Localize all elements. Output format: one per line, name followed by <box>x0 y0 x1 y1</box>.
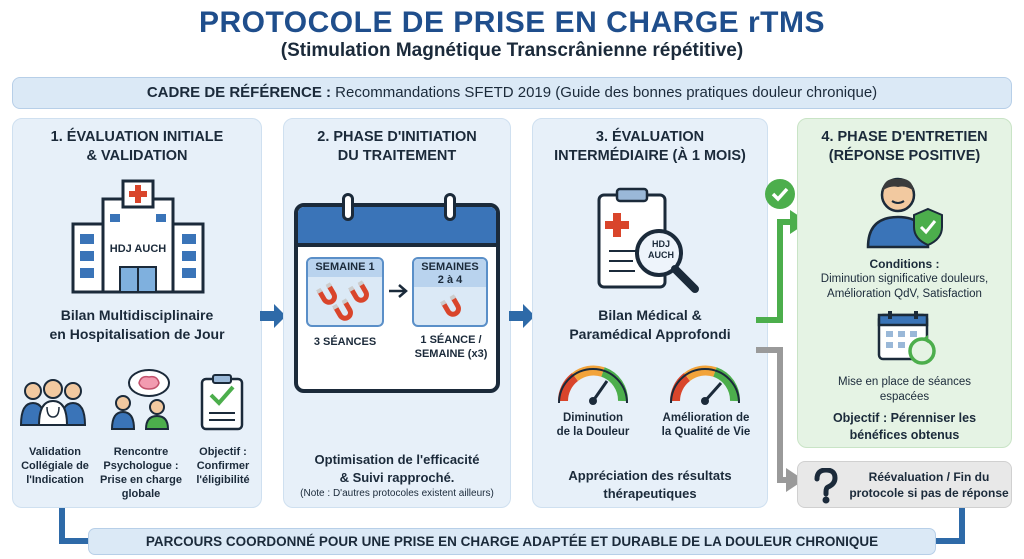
calendar-refresh-icon <box>877 311 936 365</box>
arrow-right-icon <box>260 304 286 328</box>
calendar-ring-left <box>342 193 354 221</box>
gauge2-label: Amélioration de la Qualité de Vie <box>651 411 761 439</box>
conditions-label: Conditions : <box>869 257 940 271</box>
reference-frame-banner: CADRE DE RÉFÉRENCE : Recommandations SFE… <box>12 77 1012 109</box>
panel1-item3: Objectif : Confirmer l'éligibilité <box>185 445 261 487</box>
no-response-box: Réévaluation / Fin du protocole si pas d… <box>797 461 1012 508</box>
psychologist-icon <box>110 369 170 430</box>
panel1-main-line2: en Hospitalisation de Jour <box>49 326 225 342</box>
gauge1-line1: Diminution <box>562 412 624 424</box>
panel1-item1-line3: l'Indication <box>26 474 84 486</box>
check-circle-icon <box>765 179 795 209</box>
conditions-line2: Amélioration QdV, Satisfaction <box>827 288 982 300</box>
question-icon <box>814 468 838 504</box>
calendar-header <box>298 207 496 247</box>
panel4-title-line2: (RÉPONSE POSITIVE) <box>828 148 981 164</box>
panel2-main-line2: & Suivi rapproché. <box>339 470 455 485</box>
panel1-item1-line2: Collégiale de <box>21 460 89 472</box>
page-title: PROTOCOLE DE PRISE EN CHARGE rTMS <box>198 6 826 39</box>
panel3-footer-line1: Appréciation des résultats <box>568 468 732 483</box>
sessions-line2: espacées <box>879 391 930 403</box>
gauge1-label: Diminution de la Douleur <box>543 411 643 439</box>
panel-initiation-phase: 2. PHASE D'INITIATION DU TRAITEMENT SEMA… <box>283 118 511 508</box>
panel2-note: (Note : D'autres protocoles existent ail… <box>300 488 494 499</box>
panel1-item3-line2: Confirmer <box>196 460 250 472</box>
sessions-line1: Mise en place de séances <box>838 376 971 388</box>
header: PROTOCOLE DE PRISE EN CHARGE rTMS (Stimu… <box>0 0 1024 70</box>
panel1-item2-line3: Prise en charge <box>100 474 182 486</box>
checklist-icon <box>200 374 244 431</box>
panel-initial-evaluation: 1. ÉVALUATION INITIALE & VALIDATION HDJ … <box>12 118 262 508</box>
objective-line1: Objectif : Pérenniser les <box>832 411 977 425</box>
doctors-group-icon <box>19 379 87 426</box>
panel3-main-line1: Bilan Médical & <box>598 307 702 323</box>
week1-header: SEMAINE 1 <box>308 259 382 277</box>
magnet-icon <box>440 294 461 317</box>
no-response-line2: protocole si pas de réponse <box>849 486 1009 500</box>
week2-header-line2: 2 à 4 <box>437 274 463 286</box>
gauge2-line2: la Qualité de Vie <box>661 426 751 438</box>
bottom-bracket <box>59 508 965 544</box>
panel1-title-line2: & VALIDATION <box>86 148 188 164</box>
clipboard-sign-line2: AUCH <box>648 250 674 260</box>
panel3-title-line2: INTERMÉDIAIRE (À 1 MOIS) <box>554 148 746 164</box>
reference-frame-label: CADRE DE RÉFÉRENCE : <box>146 84 332 101</box>
gauge1-line2: de la Douleur <box>556 426 630 438</box>
hospital-sign: HDJ AUCH <box>109 243 167 255</box>
reference-frame-text: Recommandations SFETD 2019 (Guide des bo… <box>331 84 878 101</box>
magnet-icon <box>316 280 369 321</box>
week2-header-line1: SEMAINES <box>421 261 479 273</box>
week2-label: 1 SÉANCE / SEMAINE (x3) <box>408 333 494 361</box>
panel1-item1: Validation Collégiale de l'Indication <box>15 445 95 487</box>
panel1-item2-line4: globale <box>121 488 161 500</box>
week2-box: SEMAINES 2 à 4 <box>412 257 488 327</box>
patient-shield-icon <box>866 177 943 249</box>
week2-label-line1: 1 SÉANCE / <box>420 334 482 346</box>
panel1-item3-line3: l'éligibilité <box>196 474 250 486</box>
panel1-item2: Rencontre Psychologue : Prise en charge … <box>99 445 183 501</box>
calendar-icon: SEMAINE 1 3 SÉANCES SEMAINES 2 à 4 1 SÉA… <box>294 193 500 393</box>
arrow-right-icon <box>509 304 535 328</box>
arrow-right-small-icon <box>389 284 408 298</box>
panel1-item2-line2: Psychologue : <box>103 460 179 472</box>
calendar-ring-right <box>444 193 456 221</box>
week2-label-line2: SEMAINE (x3) <box>414 348 488 360</box>
panel1-main-line1: Bilan Multidisciplinaire <box>60 307 214 323</box>
conditions-line1: Diminution significative douleurs, <box>820 273 989 285</box>
panel3-footer-line2: thérapeutiques <box>603 486 697 501</box>
gauge-icon <box>558 365 628 405</box>
clipboard-sign-line1: HDJ <box>651 239 670 249</box>
week2-header: SEMAINES 2 à 4 <box>414 259 486 287</box>
week1-box: SEMAINE 1 <box>306 257 384 327</box>
gauge2-line1: Amélioration de <box>662 412 750 424</box>
footer-banner: PARCOURS COORDONNÉ POUR UNE PRISE EN CHA… <box>88 528 936 555</box>
week1-label: 3 SÉANCES <box>313 336 377 348</box>
gauge-icon <box>670 365 740 405</box>
panel3-main-line2: Paramédical Approfondi <box>569 326 731 342</box>
panel-maintenance-phase: 4. PHASE D'ENTRETIEN (RÉPONSE POSITIVE) … <box>797 118 1012 448</box>
panel2-main-line1: Optimisation de l'efficacité <box>314 452 480 467</box>
panel1-item2-line1: Rencontre <box>113 446 169 458</box>
objective-line2: bénéfices obtenus <box>849 428 960 442</box>
panel1-title-line1: 1. ÉVALUATION INITIALE <box>50 129 224 145</box>
panel1-item1-line1: Validation <box>29 446 81 458</box>
magnifier-icon <box>635 229 699 293</box>
panel-intermediate-evaluation: 3. ÉVALUATION INTERMÉDIAIRE (À 1 MOIS) H… <box>532 118 768 508</box>
clipboard-sign: HDJ AUCH <box>641 239 681 261</box>
panel1-item3-line1: Objectif : <box>199 446 247 458</box>
panel3-title-line1: 3. ÉVALUATION <box>595 129 705 145</box>
panel2-title-line1: 2. PHASE D'INITIATION <box>317 129 477 145</box>
no-response-text: Réévaluation / Fin du protocole si pas d… <box>848 469 1010 501</box>
panel2-title-line2: DU TRAITEMENT <box>337 148 457 164</box>
page-subtitle: (Stimulation Magnétique Transcrânienne r… <box>280 40 744 61</box>
panel4-title-line1: 4. PHASE D'ENTRETIEN <box>821 129 988 145</box>
hospital-icon <box>71 179 205 294</box>
no-response-line1: Réévaluation / Fin du <box>868 470 990 484</box>
